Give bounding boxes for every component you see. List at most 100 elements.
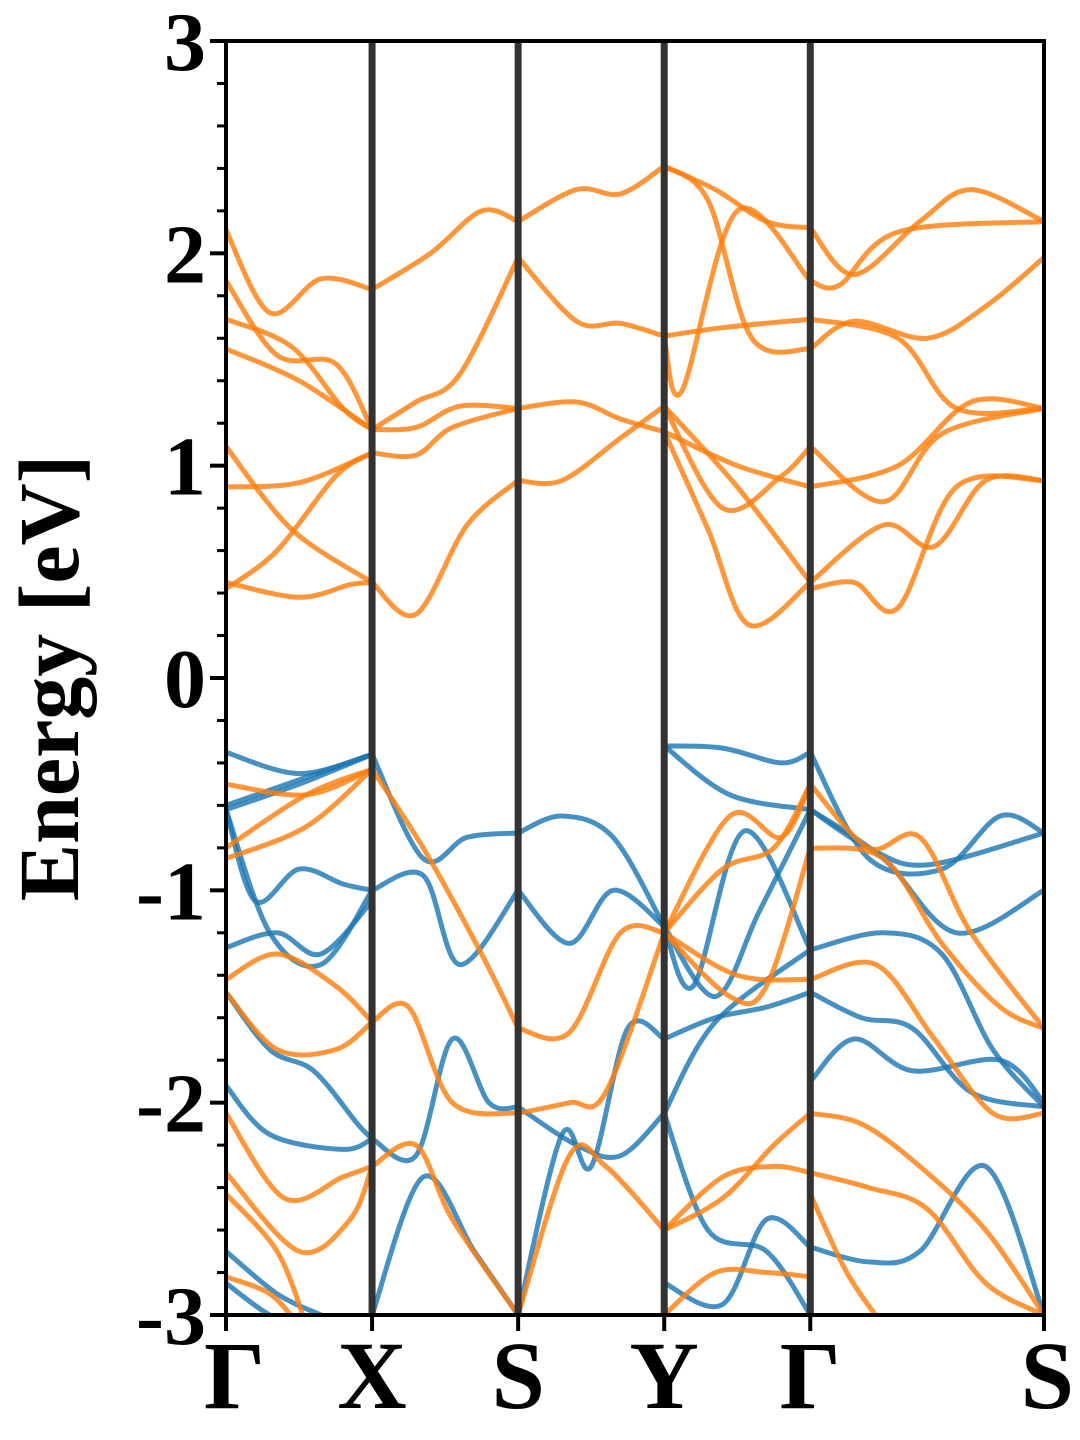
conduction-band-20 bbox=[661, 316, 813, 339]
x-tick-label: Γ bbox=[204, 1322, 265, 1429]
conduction-band-19 bbox=[661, 205, 813, 398]
conduction-band-74 bbox=[226, 1274, 294, 1315]
y-axis-label: Energy [eV] bbox=[1, 455, 97, 902]
conduction-band-77 bbox=[369, 1140, 521, 1315]
conduction-band-0 bbox=[226, 227, 375, 317]
valence-band-35 bbox=[226, 751, 375, 813]
valence-band-63 bbox=[807, 989, 1044, 1110]
conduction-band-90 bbox=[807, 959, 1044, 1122]
valence-band-58 bbox=[661, 1215, 813, 1310]
x-tick-label: Γ bbox=[780, 1322, 841, 1429]
valence-band-46 bbox=[369, 1173, 521, 1315]
conduction-band-92 bbox=[807, 1170, 1044, 1315]
conduction-band-76 bbox=[369, 1000, 521, 1117]
conduction-band-8 bbox=[369, 207, 521, 292]
x-tick-label: X bbox=[337, 1322, 406, 1429]
conduction-band-22 bbox=[661, 403, 813, 513]
conduction-band-80 bbox=[515, 1142, 667, 1315]
conduction-band-82 bbox=[661, 781, 813, 936]
conduction-band-91 bbox=[807, 1110, 1044, 1315]
conduction-band-78 bbox=[515, 923, 667, 1042]
conduction-band-31 bbox=[807, 473, 1044, 585]
y-tick-label: -2 bbox=[136, 1058, 206, 1151]
y-tick-label: -1 bbox=[136, 845, 206, 938]
conduction-band-10 bbox=[369, 402, 521, 433]
conduction-band-14 bbox=[515, 255, 667, 339]
valence-band-59 bbox=[807, 749, 1044, 877]
conduction-band-6 bbox=[226, 450, 375, 592]
valence-band-55 bbox=[661, 989, 813, 1042]
x-tick-label: Y bbox=[630, 1322, 699, 1429]
band-lines bbox=[226, 163, 1044, 1315]
conduction-band-3 bbox=[226, 346, 375, 433]
valence-band-43 bbox=[369, 751, 521, 865]
conduction-band-13 bbox=[515, 163, 667, 224]
conduction-band-71 bbox=[226, 1110, 375, 1203]
y-tick-label: 2 bbox=[164, 208, 206, 301]
valence-band-61 bbox=[807, 807, 1044, 868]
valence-band-62 bbox=[807, 930, 1044, 1110]
conduction-band-30 bbox=[807, 405, 1044, 505]
conduction-band-84 bbox=[661, 930, 813, 983]
conduction-band-75 bbox=[369, 766, 521, 1031]
valence-band-54 bbox=[661, 807, 813, 999]
y-tick-label: 3 bbox=[164, 0, 206, 89]
valence-band-65 bbox=[807, 1163, 1044, 1315]
conduction-band-32 bbox=[807, 473, 1044, 615]
conduction-band-26 bbox=[807, 219, 1044, 291]
valence-band-44 bbox=[369, 869, 521, 968]
conduction-band-9 bbox=[369, 255, 521, 433]
conduction-band-86 bbox=[661, 1163, 813, 1233]
conduction-band-73 bbox=[226, 1191, 306, 1315]
conduction-band-11 bbox=[369, 405, 521, 460]
conduction-band-15 bbox=[515, 399, 667, 435]
valence-band-45 bbox=[369, 1035, 521, 1164]
conduction-band-72 bbox=[226, 1163, 375, 1256]
valence-band-56 bbox=[661, 947, 813, 1116]
valence-band-41 bbox=[226, 1248, 324, 1315]
valence-band-47 bbox=[515, 813, 667, 929]
y-tick-label: 0 bbox=[164, 633, 206, 726]
y-axis-ticks: 3 2 1 0 -1 -2 -3 bbox=[136, 0, 226, 1363]
valence-band-40 bbox=[226, 1083, 375, 1152]
conduction-band-85 bbox=[661, 1110, 813, 1233]
conduction-band-7 bbox=[226, 579, 375, 600]
conduction-band-25 bbox=[807, 187, 1044, 278]
conduction-band-70 bbox=[226, 989, 375, 1058]
conduction-band-67 bbox=[226, 766, 375, 851]
conduction-band-12 bbox=[369, 478, 521, 619]
conduction-band-21 bbox=[661, 403, 813, 585]
valence-band-48 bbox=[515, 887, 667, 946]
conduction-band-69 bbox=[226, 951, 375, 1025]
conduction-band-88 bbox=[807, 781, 1044, 1031]
conduction-band-24 bbox=[661, 429, 813, 490]
high-symmetry-lines bbox=[368, 41, 814, 1315]
valence-band-52 bbox=[661, 743, 813, 813]
x-tick-label: S bbox=[491, 1322, 544, 1429]
conduction-band-68 bbox=[226, 766, 375, 861]
plot-frame bbox=[224, 39, 1046, 1317]
y-tick-label: -3 bbox=[136, 1270, 206, 1363]
conduction-band-23 bbox=[661, 429, 813, 629]
valence-band-51 bbox=[661, 743, 813, 766]
conduction-band-89 bbox=[807, 845, 1044, 1031]
conduction-band-16 bbox=[515, 403, 667, 487]
conduction-band-28 bbox=[807, 316, 1044, 416]
y-tick-label: 1 bbox=[164, 421, 206, 514]
valence-band-64 bbox=[807, 1036, 1044, 1106]
valence-band-50 bbox=[515, 1018, 667, 1315]
conduction-band-79 bbox=[515, 930, 667, 1116]
x-tick-label: S bbox=[1021, 1322, 1074, 1429]
conduction-band-29 bbox=[807, 396, 1044, 490]
valence-band-36 bbox=[226, 807, 375, 905]
conduction-band-83 bbox=[661, 845, 813, 1007]
valence-band-53 bbox=[661, 828, 813, 991]
valence-band-38 bbox=[226, 898, 375, 958]
conduction-band-18 bbox=[661, 163, 813, 355]
valence-band-57 bbox=[661, 1110, 813, 1315]
conduction-band-4 bbox=[226, 450, 375, 490]
conduction-band-87 bbox=[661, 1266, 813, 1315]
valence-band-42 bbox=[226, 1280, 276, 1315]
